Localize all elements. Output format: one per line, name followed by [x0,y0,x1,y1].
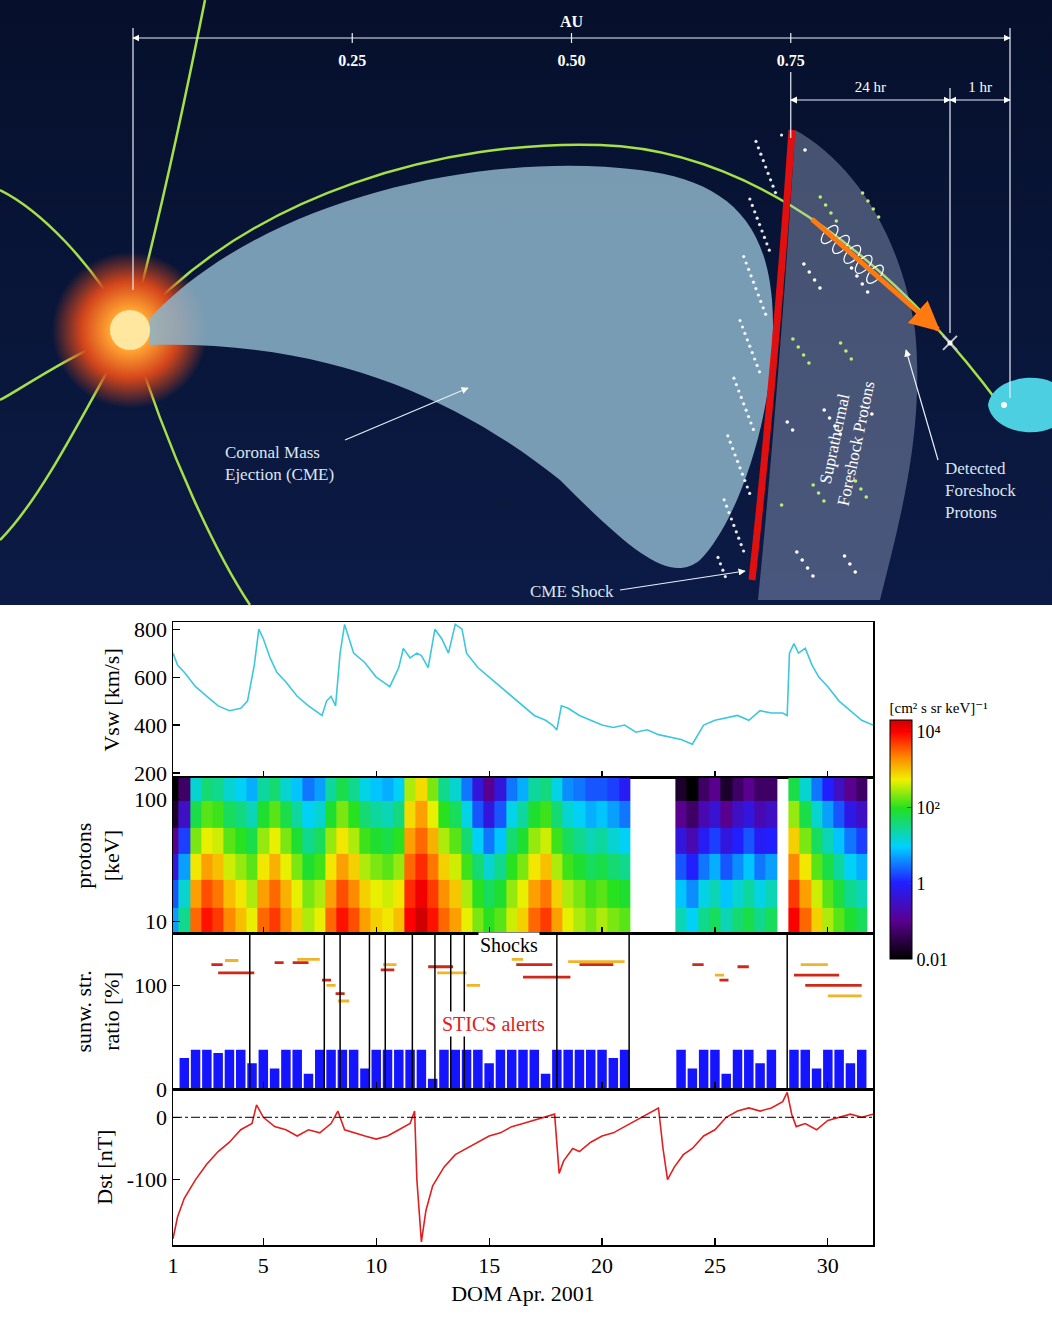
svg-text:30: 30 [817,1253,839,1278]
svg-text:0.01: 0.01 [917,950,949,970]
svg-text:-100: -100 [127,1167,167,1192]
svg-text:10: 10 [145,909,167,934]
svg-text:AU: AU [560,13,584,30]
svg-text:100: 100 [134,787,167,812]
svg-text:Vsw [km/s]: Vsw [km/s] [99,648,124,751]
svg-text:1: 1 [917,874,926,894]
svg-text:[cm² s sr keV]⁻¹: [cm² s sr keV]⁻¹ [890,700,988,716]
svg-text:Coronal MassEjection (CME): Coronal MassEjection (CME) [225,443,334,484]
svg-text:400: 400 [134,713,167,738]
svg-text:DetectedForeshockProtons: DetectedForeshockProtons [945,459,1016,522]
svg-text:0.50: 0.50 [558,52,586,69]
svg-text:10: 10 [365,1253,387,1278]
svg-text:Dst [nT]: Dst [nT] [92,1130,117,1205]
svg-text:0: 0 [156,1077,167,1102]
svg-text:600: 600 [134,665,167,690]
svg-text:10⁴: 10⁴ [917,722,941,742]
svg-text:800: 800 [134,617,167,642]
svg-text:1 hr: 1 hr [968,79,992,95]
svg-text:100: 100 [134,973,167,998]
svg-text:0: 0 [156,1105,167,1130]
svg-text:Shocks: Shocks [480,934,538,956]
svg-text:1: 1 [168,1253,179,1278]
svg-text:20: 20 [591,1253,613,1278]
svg-text:10²: 10² [917,798,940,818]
svg-text:0.25: 0.25 [338,52,366,69]
svg-text:DOM Apr. 2001: DOM Apr. 2001 [451,1281,595,1306]
svg-text:sunw. str.ratio [%]: sunw. str.ratio [%] [71,970,125,1052]
svg-text:CME Shock: CME Shock [530,582,614,601]
svg-text:200: 200 [134,761,167,786]
svg-text:protons[keV]: protons[keV] [71,823,125,889]
svg-text:24 hr: 24 hr [855,79,886,95]
svg-text:5: 5 [258,1253,269,1278]
svg-text:15: 15 [478,1253,500,1278]
svg-text:25: 25 [704,1253,726,1278]
svg-text:SuprathermalForeshock Protons: SuprathermalForeshock Protons [812,375,879,508]
svg-text:STICS alerts: STICS alerts [442,1013,545,1035]
svg-text:0.75: 0.75 [777,52,805,69]
